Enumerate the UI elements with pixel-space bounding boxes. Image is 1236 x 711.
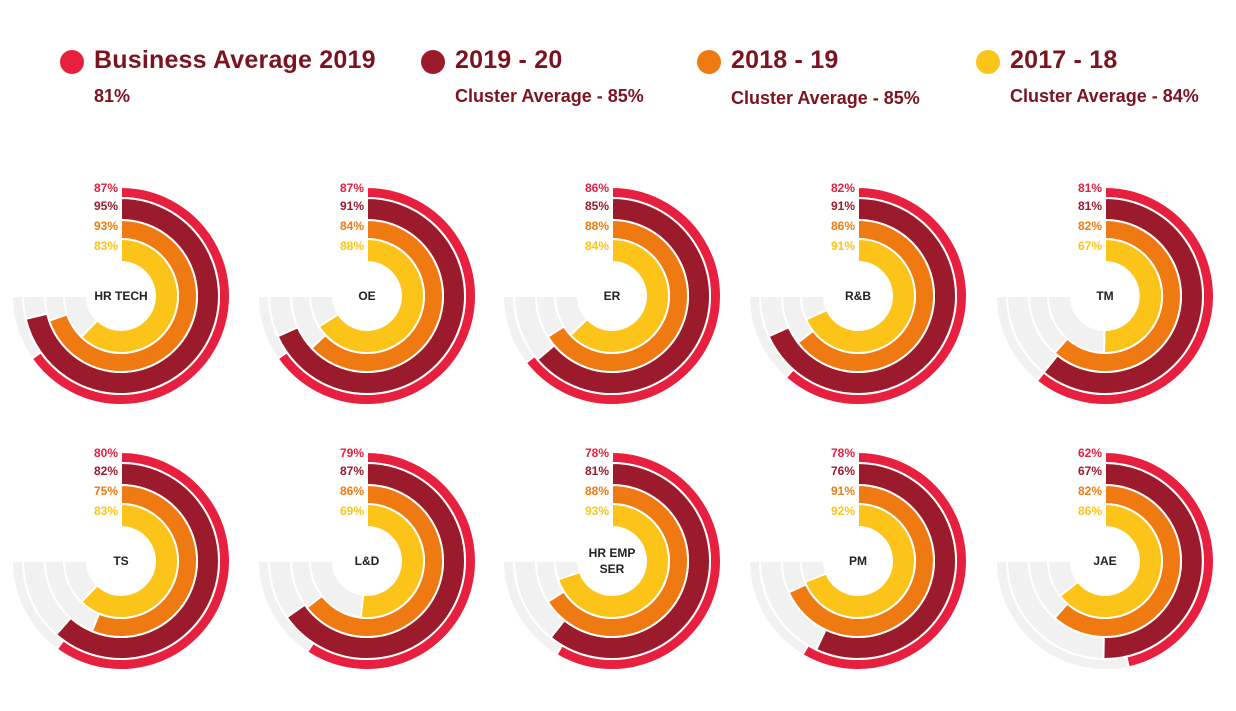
radial-chart-landd: 79% 87% 86% 69% L&D	[256, 446, 477, 671]
value-label-business-average-2019: 78%	[585, 446, 609, 460]
value-label-business-average-2019: 78%	[831, 446, 855, 460]
ring-bar-2017-18	[79, 237, 179, 354]
value-label-2017-18: 86%	[1078, 504, 1102, 518]
value-label-2017-18: 84%	[585, 239, 609, 253]
value-label-2019-20: 91%	[831, 199, 855, 213]
radial-chart-tm: 81% 81% 82% 67% TM	[994, 181, 1215, 406]
value-label-2019-20: 91%	[340, 199, 364, 213]
value-label-2018-19: 91%	[831, 484, 855, 498]
value-label-2017-18: 93%	[585, 504, 609, 518]
value-label-2019-20: 67%	[1078, 464, 1102, 478]
radial-chart-oe: 87% 91% 84% 88% OE	[256, 181, 477, 406]
value-label-2018-19: 88%	[585, 484, 609, 498]
ring-bar-2017-18	[804, 237, 916, 354]
legend-label: 2019 - 20	[455, 46, 563, 74]
value-label-2018-19: 82%	[1078, 219, 1102, 233]
value-label-business-average-2019: 87%	[340, 181, 364, 195]
value-label-business-average-2019: 82%	[831, 181, 855, 195]
legend-sub: Cluster Average - 85%	[455, 86, 644, 106]
value-label-business-average-2019: 79%	[340, 446, 364, 460]
value-label-2019-20: 82%	[94, 464, 118, 478]
radial-chart-jae: 62% 67% 82% 86% JAE	[994, 446, 1215, 671]
value-label-business-average-2019: 87%	[94, 181, 118, 195]
value-label-2019-20: 81%	[1078, 199, 1102, 213]
legend-dot-business-average	[60, 50, 84, 74]
radial-chart-er: 86% 85% 88% 84% ER	[501, 181, 722, 406]
value-label-business-average-2019: 81%	[1078, 181, 1102, 195]
radial-chart-hr-emp-ser: 78% 81% 88% 93% HR EMP SER	[501, 446, 722, 671]
center-label: JAE	[1093, 554, 1116, 568]
legend-sub: Cluster Average - 85%	[731, 88, 920, 108]
legend-label: 2018 - 19	[731, 46, 839, 74]
ring-bar-2017-18	[556, 502, 670, 619]
ring-bar-2017-18	[569, 237, 670, 354]
center-label: HR TECH	[94, 289, 147, 303]
center-label: TM	[1096, 289, 1113, 303]
ring-bar-2017-18	[79, 502, 179, 619]
value-label-2018-19: 75%	[94, 484, 118, 498]
value-label-2019-20: 87%	[340, 464, 364, 478]
value-label-2019-20: 85%	[585, 199, 609, 213]
radial-chart-hr-tech: 87% 95% 93% 83% HR TECH	[10, 181, 231, 406]
center-label: R&B	[845, 289, 871, 303]
legend-dot-2017-18	[976, 50, 1000, 74]
ring-bar-2017-18	[803, 502, 916, 619]
ring-bar-2017-18	[317, 237, 425, 354]
value-label-business-average-2019: 62%	[1078, 446, 1102, 460]
value-label-2018-19: 84%	[340, 219, 364, 233]
legend-sub: 81%	[94, 86, 131, 106]
value-label-2017-18: 83%	[94, 504, 118, 518]
value-label-2019-20: 81%	[585, 464, 609, 478]
value-label-2017-18: 88%	[340, 239, 364, 253]
value-label-2019-20: 95%	[94, 199, 118, 213]
radial-chart-ts: 80% 82% 75% 83% TS	[10, 446, 232, 671]
value-label-2018-19: 86%	[831, 219, 855, 233]
center-label: TS	[113, 554, 128, 568]
legend: Business Average 2019 81% 2019 - 20 Clus…	[0, 44, 1236, 124]
center-label: OE	[358, 289, 375, 303]
value-label-2017-18: 67%	[1078, 239, 1102, 253]
value-label-2018-19: 88%	[585, 219, 609, 233]
center-label: ER	[604, 289, 621, 303]
center-label: PM	[849, 554, 867, 568]
center-label: L&D	[355, 554, 380, 568]
value-label-2019-20: 76%	[831, 464, 855, 478]
value-label-2018-19: 93%	[94, 219, 118, 233]
radial-chart-pm: 78% 76% 91% 92% PM	[747, 446, 968, 671]
radial-chart-randb: 82% 91% 86% 91% R&B	[747, 181, 969, 406]
legend-label: 2017 - 18	[1010, 46, 1118, 74]
legend-dot-2019-20	[421, 50, 445, 74]
legend-dot-2018-19	[697, 50, 721, 74]
value-label-business-average-2019: 86%	[585, 181, 609, 195]
value-label-2017-18: 83%	[94, 239, 118, 253]
legend-label: Business Average 2019	[94, 46, 376, 74]
value-label-2017-18: 92%	[831, 504, 855, 518]
ring-bar-2017-18	[359, 502, 425, 619]
value-label-business-average-2019: 80%	[94, 446, 118, 460]
value-label-2018-19: 86%	[340, 484, 364, 498]
value-label-2017-18: 69%	[340, 504, 364, 518]
value-label-2017-18: 91%	[831, 239, 855, 253]
ring-bar-2017-18	[1058, 502, 1163, 619]
legend-sub: Cluster Average - 84%	[1010, 86, 1199, 106]
ring-bar-2017-18	[1103, 237, 1164, 354]
center-label: HR EMP SER	[589, 546, 636, 576]
value-label-2018-19: 82%	[1078, 484, 1102, 498]
